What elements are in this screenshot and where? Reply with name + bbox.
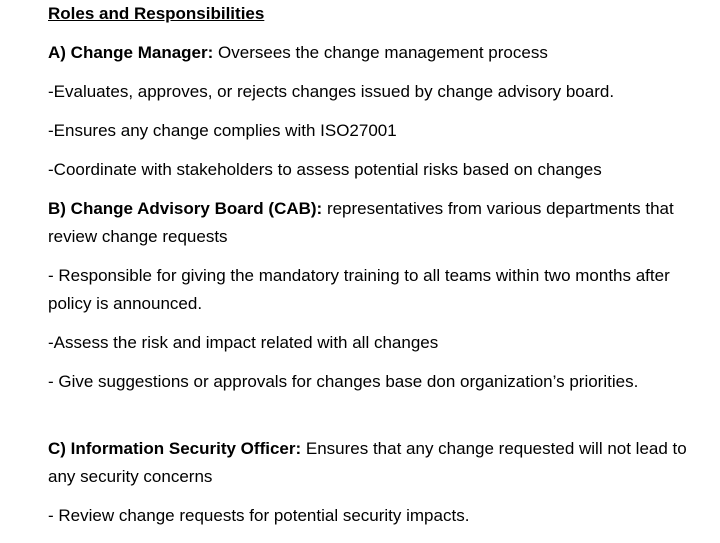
paragraph-item: - Give suggestions or approvals for chan… [48, 368, 688, 396]
paragraph-text: -Coordinate with stakeholders to assess … [48, 160, 602, 179]
paragraph-item: -Assess the risk and impact related with… [48, 329, 688, 357]
paragraph-text: - Give suggestions or approvals for chan… [48, 372, 639, 391]
paragraph-text: - Review change requests for potential s… [48, 506, 470, 525]
paragraph-change-advisory-board: B) Change Advisory Board (CAB): represen… [48, 195, 688, 251]
paragraph-item: -Evaluates, approves, or rejects changes… [48, 78, 688, 106]
paragraph-lead: B) Change Advisory Board (CAB): [48, 199, 323, 218]
paragraph-text: representatives from various departments… [48, 199, 674, 246]
document-title: Roles and Responsibilities [48, 4, 265, 23]
paragraph-lead: C) Information Security Officer: [48, 439, 302, 458]
paragraph-text: -Assess the risk and impact related with… [48, 333, 439, 352]
paragraph-text: - Responsible for giving the mandatory t… [48, 266, 670, 313]
paragraph-lead: A) Change Manager: [48, 43, 214, 62]
paragraph-item: - Review change requests for potential s… [48, 502, 688, 530]
paragraph-text: Oversees the change management process [213, 43, 548, 62]
paragraph-item: -Coordinate with stakeholders to assess … [48, 156, 688, 184]
paragraph-change-manager: A) Change Manager: Oversees the change m… [48, 39, 688, 67]
paragraph-text: -Ensures any change complies with ISO270… [48, 121, 397, 140]
paragraph-information-security-officer: C) Information Security Officer: Ensures… [48, 435, 688, 491]
paragraph-item: -Ensures any change complies with ISO270… [48, 117, 688, 145]
paragraph-text: Ensures that any change requested will n… [48, 439, 687, 486]
paragraph-item: - Responsible for giving the mandatory t… [48, 262, 688, 318]
paragraph-text: -Evaluates, approves, or rejects changes… [48, 82, 615, 101]
